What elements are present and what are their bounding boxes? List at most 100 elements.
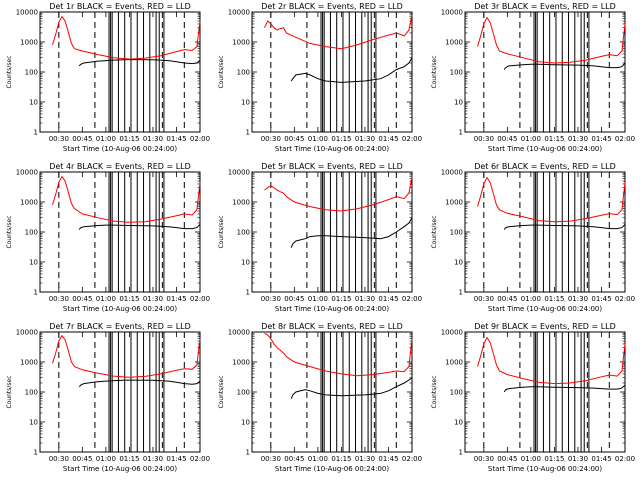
lld-series-line xyxy=(264,176,413,212)
panel-title: Det 6r BLACK = Events, RED = LLD xyxy=(474,162,616,171)
x-tick-label: 01:15 xyxy=(331,295,351,303)
y-tick-label: 10000 xyxy=(228,9,250,17)
y-tick-label: 1000 xyxy=(445,39,463,47)
y-tick-label: 100 xyxy=(450,389,463,397)
y-tick-label: 1 xyxy=(459,129,463,137)
x-tick-label: 01:00 xyxy=(521,135,541,143)
y-tick-label: 1000 xyxy=(232,39,250,47)
y-tick-label: 1000 xyxy=(445,199,463,207)
x-tick-label: 01:00 xyxy=(308,135,328,143)
x-tick-label: 01:00 xyxy=(521,295,541,303)
y-tick-label: 1 xyxy=(34,129,38,137)
x-tick-label: 02:00 xyxy=(615,135,635,143)
y-tick-label: 10000 xyxy=(441,9,463,17)
x-tick-label: 01:00 xyxy=(521,455,541,463)
y-tick-label: 10000 xyxy=(16,169,38,177)
y-tick-label: 100 xyxy=(237,69,250,77)
plot-frame xyxy=(251,11,413,133)
y-axis-label: Counts/sec xyxy=(431,215,438,248)
x-tick-label: 00:30 xyxy=(261,455,281,463)
y-tick-label: 1000 xyxy=(232,359,250,367)
x-axis-label: Start Time (10-Aug-06 00:24:00) xyxy=(275,305,389,313)
y-axis-label: Counts/sec xyxy=(6,55,13,88)
x-tick-label: 00:30 xyxy=(49,295,69,303)
y-axis-label: Counts/sec xyxy=(218,55,225,88)
y-tick-label: 10000 xyxy=(16,9,38,17)
events-series-line xyxy=(78,223,201,230)
lld-series-line xyxy=(52,175,201,223)
y-tick-label: 10000 xyxy=(441,169,463,177)
x-tick-label: 02:00 xyxy=(402,135,422,143)
x-tick-label: 01:15 xyxy=(119,135,139,143)
y-tick-label: 10000 xyxy=(441,329,463,337)
y-axis-label: Counts/sec xyxy=(6,375,13,408)
x-tick-label: 01:15 xyxy=(544,295,564,303)
plot-frame xyxy=(39,171,201,293)
panel-7: Det 7r BLACK = Events, RED = LLD Counts/s… xyxy=(6,322,210,473)
y-tick-label: 1 xyxy=(459,449,463,457)
x-tick-label: 01:15 xyxy=(119,295,139,303)
panel-title: Det 4r BLACK = Events, RED = LLD xyxy=(49,162,191,171)
plot-frame xyxy=(464,331,626,453)
lld-series-line xyxy=(264,14,413,50)
panel-4: Det 4r BLACK = Events, RED = LLD Counts/s… xyxy=(6,162,210,313)
x-tick-label: 02:00 xyxy=(402,455,422,463)
y-tick-label: 10 xyxy=(454,259,463,267)
x-tick-label: 00:30 xyxy=(474,135,494,143)
panel-5: Det 5r BLACK = Events, RED = LLD Counts/s… xyxy=(218,162,422,313)
y-tick-label: 10000 xyxy=(228,329,250,337)
x-tick-label: 01:30 xyxy=(355,135,375,143)
x-tick-label: 01:30 xyxy=(568,295,588,303)
y-axis-label: Counts/sec xyxy=(218,375,225,408)
x-tick-label: 01:00 xyxy=(308,295,328,303)
x-axis-label: Start Time (10-Aug-06 00:24:00) xyxy=(275,465,389,473)
x-tick-label: 02:00 xyxy=(402,295,422,303)
y-tick-label: 100 xyxy=(25,69,38,77)
y-tick-label: 1000 xyxy=(232,199,250,207)
x-tick-label: 01:15 xyxy=(119,455,139,463)
panel-2: Det 2r BLACK = Events, RED = LLD Counts/s… xyxy=(218,2,422,153)
lld-series-line xyxy=(477,336,626,385)
events-series-line xyxy=(78,379,201,388)
events-series-line xyxy=(290,217,413,248)
x-tick-label: 01:45 xyxy=(378,455,398,463)
x-tick-label: 00:45 xyxy=(284,135,304,143)
x-axis-label: Start Time (10-Aug-06 00:24:00) xyxy=(275,145,389,153)
x-tick-label: 01:30 xyxy=(143,455,163,463)
y-tick-label: 1000 xyxy=(20,39,38,47)
panel-3: Det 3r BLACK = Events, RED = LLD Counts/s… xyxy=(431,2,635,153)
y-tick-label: 1000 xyxy=(20,199,38,207)
panel-6: Det 6r BLACK = Events, RED = LLD Counts/s… xyxy=(431,162,635,313)
lld-series-line xyxy=(477,176,626,223)
events-series-line xyxy=(78,59,201,67)
panel-title: Det 3r BLACK = Events, RED = LLD xyxy=(474,2,616,11)
events-series-line xyxy=(503,62,626,70)
x-axis-label: Start Time (10-Aug-06 00:24:00) xyxy=(488,305,602,313)
x-tick-label: 02:00 xyxy=(615,295,635,303)
y-axis-label: Counts/sec xyxy=(431,55,438,88)
y-tick-label: 100 xyxy=(450,69,463,77)
x-tick-label: 00:45 xyxy=(497,295,517,303)
x-axis-label: Start Time (10-Aug-06 00:24:00) xyxy=(488,145,602,153)
x-tick-label: 00:45 xyxy=(284,455,304,463)
lld-series-line xyxy=(52,15,201,60)
y-tick-label: 10 xyxy=(29,419,38,427)
x-tick-label: 01:45 xyxy=(591,455,611,463)
x-tick-label: 00:30 xyxy=(474,295,494,303)
y-tick-label: 100 xyxy=(237,229,250,237)
x-tick-label: 01:15 xyxy=(331,455,351,463)
x-tick-label: 00:45 xyxy=(284,295,304,303)
plot-frame xyxy=(464,171,626,293)
x-tick-label: 01:00 xyxy=(96,135,116,143)
y-axis-label: Counts/sec xyxy=(218,215,225,248)
x-tick-label: 01:30 xyxy=(568,135,588,143)
y-tick-label: 10000 xyxy=(16,329,38,337)
x-axis-label: Start Time (10-Aug-06 00:24:00) xyxy=(63,465,177,473)
y-tick-label: 1 xyxy=(246,129,250,137)
x-tick-label: 01:30 xyxy=(355,295,375,303)
y-tick-label: 1 xyxy=(34,289,38,297)
x-tick-label: 01:00 xyxy=(96,295,116,303)
x-tick-label: 00:45 xyxy=(497,135,517,143)
lld-series-line xyxy=(52,334,201,378)
